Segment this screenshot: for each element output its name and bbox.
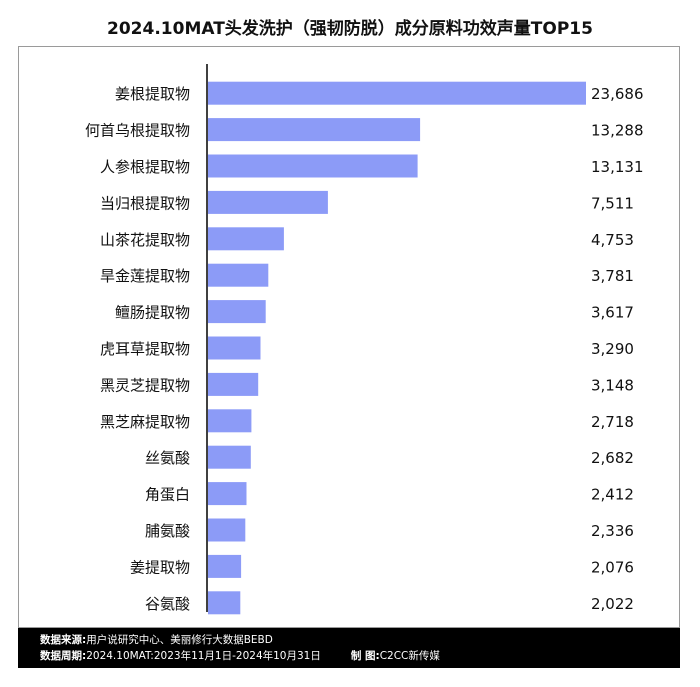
bar — [208, 518, 246, 542]
category-label: 虎耳草提取物 — [100, 340, 190, 358]
bar — [208, 190, 328, 214]
value-label: 2,336 — [591, 522, 634, 540]
value-label: 7,511 — [591, 194, 634, 212]
bar — [208, 372, 259, 396]
category-label: 姜提取物 — [130, 558, 190, 576]
category-label: 当归根提取物 — [100, 194, 190, 212]
value-label: 3,781 — [591, 267, 634, 285]
category-label: 何首乌根提取物 — [85, 122, 190, 140]
bar — [208, 81, 586, 105]
period-value: 2024.10MAT:2023年11月1日-2024年10月31日 — [86, 650, 321, 662]
category-label: 姜根提取物 — [115, 85, 190, 103]
bar — [208, 554, 242, 578]
maker-label: 制 图: — [350, 650, 380, 662]
category-label: 脯氨酸 — [145, 522, 190, 540]
category-label: 人参根提取物 — [100, 158, 190, 176]
category-label: 黑芝麻提取物 — [100, 413, 190, 431]
value-label: 2,718 — [591, 413, 634, 431]
bar — [208, 300, 266, 324]
value-label: 13,288 — [591, 122, 644, 140]
bar — [208, 445, 251, 469]
value-label: 4,753 — [591, 231, 634, 249]
footer-period-line: 数据周期:2024.10MAT:2023年11月1日-2024年10月31日 制 … — [40, 648, 680, 664]
chart-frame — [18, 46, 680, 628]
footer-bar: 数据来源:用户说研究中心、美丽修行大数据BEBD 数据周期:2024.10MAT… — [18, 628, 680, 668]
bar — [208, 263, 269, 287]
value-label: 3,148 — [591, 376, 634, 394]
bar — [208, 482, 247, 506]
category-label: 角蛋白 — [145, 486, 190, 504]
category-label: 旱金莲提取物 — [100, 267, 190, 285]
category-label: 黑灵芝提取物 — [100, 376, 190, 394]
value-label: 2,076 — [591, 558, 634, 576]
category-label: 谷氨酸 — [145, 595, 190, 613]
value-label: 2,022 — [591, 595, 634, 613]
value-label: 2,682 — [591, 449, 634, 467]
maker-value: C2CC新传媒 — [379, 650, 440, 662]
bar — [208, 409, 252, 433]
footer-source-line: 数据来源:用户说研究中心、美丽修行大数据BEBD — [40, 632, 680, 648]
value-label: 2,412 — [591, 486, 634, 504]
chart-title: 2024.10MAT头发洗护（强韧防脱）成分原料功效声量TOP15 — [107, 19, 593, 39]
bar — [208, 118, 421, 142]
category-label: 山茶花提取物 — [100, 231, 190, 249]
bar — [208, 591, 241, 615]
category-label: 丝氨酸 — [145, 449, 190, 467]
source-label: 数据来源: — [40, 634, 87, 646]
source-value: 用户说研究中心、美丽修行大数据BEBD — [86, 634, 273, 646]
category-label: 鳣肠提取物 — [115, 304, 190, 322]
value-label: 23,686 — [591, 85, 644, 103]
value-label: 3,290 — [591, 340, 634, 358]
bar — [208, 336, 261, 360]
value-label: 13,131 — [591, 158, 644, 176]
value-label: 3,617 — [591, 304, 634, 322]
period-label: 数据周期: — [40, 650, 87, 662]
bar — [208, 227, 284, 251]
bar — [208, 154, 418, 178]
